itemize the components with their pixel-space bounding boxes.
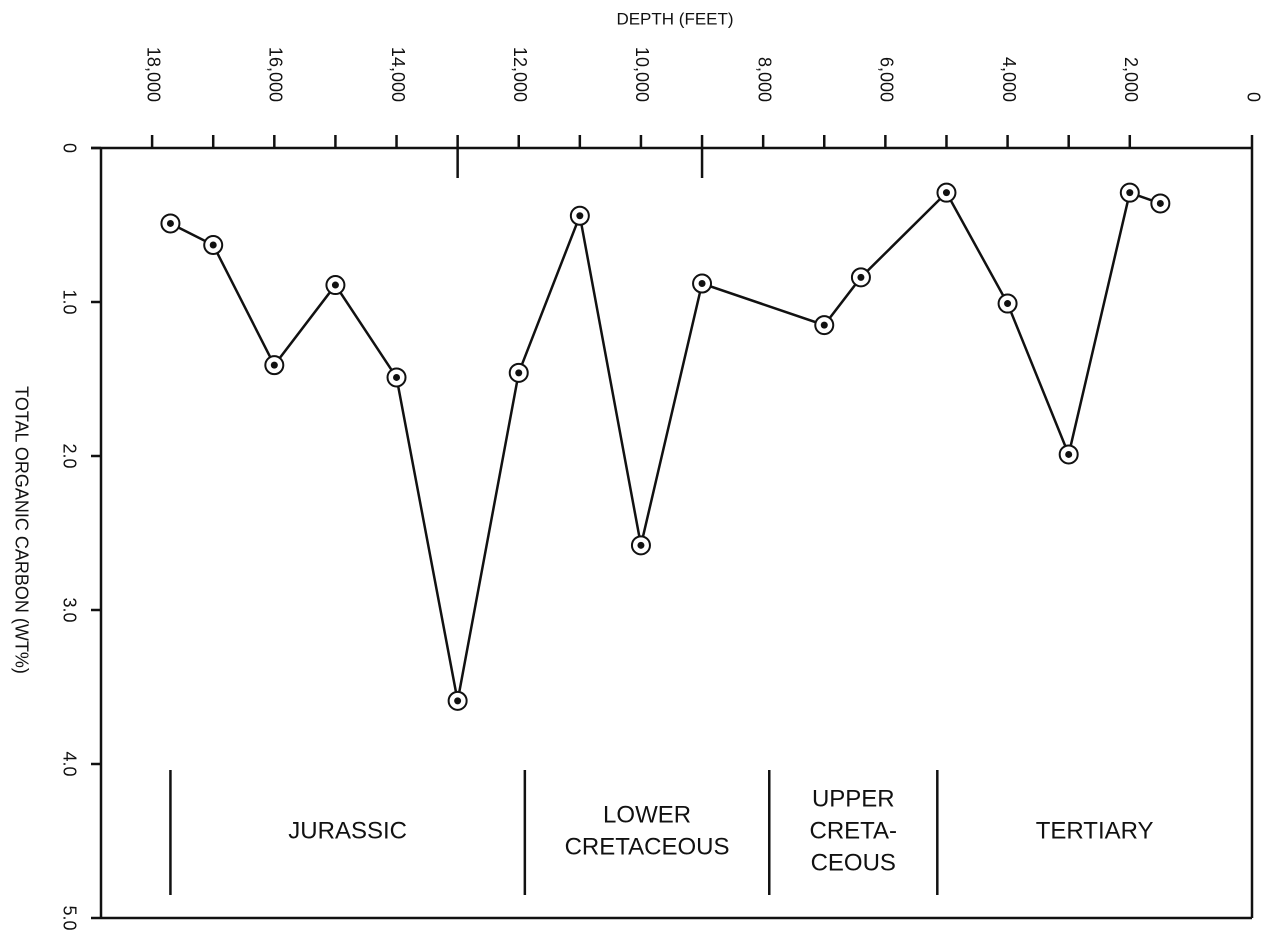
data-point (820, 321, 828, 329)
data-point (637, 541, 645, 549)
y-tick-label: 4.0 (59, 751, 79, 776)
data-point (1126, 189, 1134, 197)
x-tick-label: 10,000 (632, 47, 652, 102)
y-tick-label: 0 (59, 143, 79, 153)
data-point (1156, 199, 1164, 207)
y-tick-label: 2.0 (59, 443, 79, 468)
x-tick-label: 8,000 (754, 57, 774, 102)
x-tick-label: 2,000 (1121, 57, 1141, 102)
x-axis-label: DEPTH (FEET) (616, 9, 733, 28)
x-tick-label: 18,000 (143, 47, 163, 102)
data-point (515, 369, 523, 377)
y-axis-label: TOTAL ORGANIC CARBON (WT%) (11, 386, 31, 674)
data-point (454, 697, 462, 705)
period-label: JURASSIC (288, 817, 407, 844)
period-label: TERTIARY (1036, 817, 1154, 844)
period-label: CEOUS (811, 849, 896, 876)
data-point (1004, 300, 1012, 308)
data-point (576, 212, 584, 220)
data-point (698, 280, 706, 288)
period-label: UPPER (812, 785, 895, 812)
y-tick-label: 3.0 (59, 597, 79, 622)
period-label: LOWER (603, 801, 691, 828)
period-label: CRETACEOUS (565, 833, 730, 860)
x-tick-label: 14,000 (388, 47, 408, 102)
x-tick-label: 4,000 (999, 57, 1019, 102)
y-tick-label: 1.0 (59, 289, 79, 314)
data-point (331, 281, 339, 289)
data-line (169, 190, 1161, 702)
data-point (857, 273, 865, 281)
data-point (270, 361, 278, 369)
data-point (393, 373, 401, 381)
data-point (1065, 450, 1073, 458)
x-tick-label: 6,000 (877, 57, 897, 102)
x-tick-label: 12,000 (510, 47, 530, 102)
y-tick-label: 5.0 (59, 905, 79, 930)
data-point (209, 241, 217, 249)
data-point (166, 219, 174, 227)
x-tick-label: 0 (1243, 92, 1263, 102)
period-label: CRETA- (810, 817, 898, 844)
data-point (942, 189, 950, 197)
x-tick-label: 16,000 (266, 47, 286, 102)
